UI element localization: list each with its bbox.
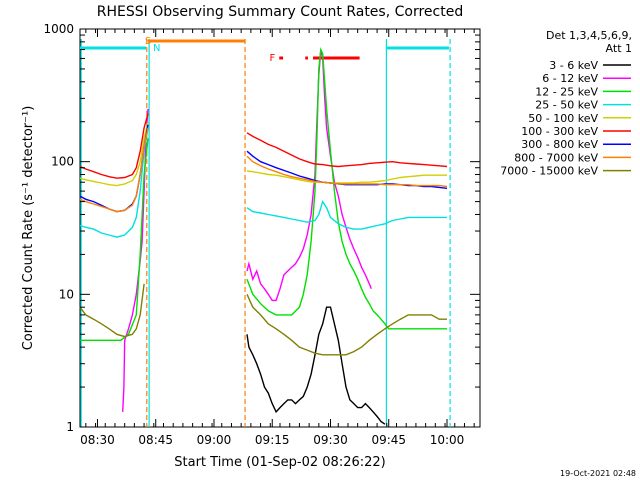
series-line xyxy=(79,113,149,179)
series-line xyxy=(246,155,448,188)
y-tick-label: 100 xyxy=(51,155,74,169)
series-lines xyxy=(79,46,448,425)
y-tick-label: 10 xyxy=(59,287,74,301)
series-line xyxy=(79,127,149,213)
series-line xyxy=(79,121,149,187)
legend-label: 3 - 6 keV xyxy=(549,59,598,72)
x-tick-label: 09:15 xyxy=(255,433,290,447)
x-tick-label: 09:00 xyxy=(197,433,232,447)
x-axis-label: Start Time (01-Sep-02 08:26:22) xyxy=(174,455,385,470)
series-line xyxy=(246,294,447,356)
footer-date: 19-Oct-2021 02:48 xyxy=(560,469,636,478)
legend-label: 25 - 50 keV xyxy=(535,99,598,112)
y-axis-label: Corrected Count Rate (s⁻¹ detector⁻¹) xyxy=(21,106,36,351)
x-tick-label: 08:30 xyxy=(80,433,115,447)
series-line xyxy=(80,138,149,341)
x-tick-label: 10:00 xyxy=(430,433,465,447)
x-tick-label: 09:45 xyxy=(371,433,406,447)
series-line xyxy=(246,199,447,230)
y-tick-label: 1 xyxy=(66,420,74,434)
x-tick-label: 09:30 xyxy=(313,433,348,447)
legend-label: 50 - 100 keV xyxy=(528,112,598,125)
series-line xyxy=(246,132,448,168)
legend-label: 100 - 300 keV xyxy=(521,125,598,138)
y-tick-label: 1000 xyxy=(43,22,74,36)
series-line xyxy=(246,306,386,425)
plot-frame xyxy=(79,28,481,428)
observing-flags: SN F xyxy=(80,36,451,427)
series-line xyxy=(79,127,149,238)
flag-label: F xyxy=(270,53,276,64)
y-axis-ticks: 1 10 100 1000 xyxy=(43,22,480,434)
chart-title: RHESSI Observing Summary Count Rates, Co… xyxy=(97,4,463,20)
legend-header-line-2: Att 1 xyxy=(606,42,632,55)
flag-label: N xyxy=(153,43,160,54)
series-line xyxy=(246,46,447,330)
legend-label: 12 - 25 keV xyxy=(535,85,598,98)
legend-label: 800 - 7000 keV xyxy=(514,151,598,164)
flag-label: S xyxy=(145,36,151,47)
legend-label: 300 - 800 keV xyxy=(521,138,598,151)
series-line xyxy=(79,283,145,338)
legend-label: 6 - 12 keV xyxy=(542,72,598,85)
series-line xyxy=(246,170,447,184)
legend-label: 7000 - 15000 keV xyxy=(500,165,598,178)
legend-header-line-1: Det 1,3,4,5,6,9, xyxy=(546,29,632,42)
x-axis-ticks: 08:30 08:45 09:00 09:15 09:30 09:45 10:00 xyxy=(80,29,475,447)
x-tick-label: 08:45 xyxy=(138,433,173,447)
